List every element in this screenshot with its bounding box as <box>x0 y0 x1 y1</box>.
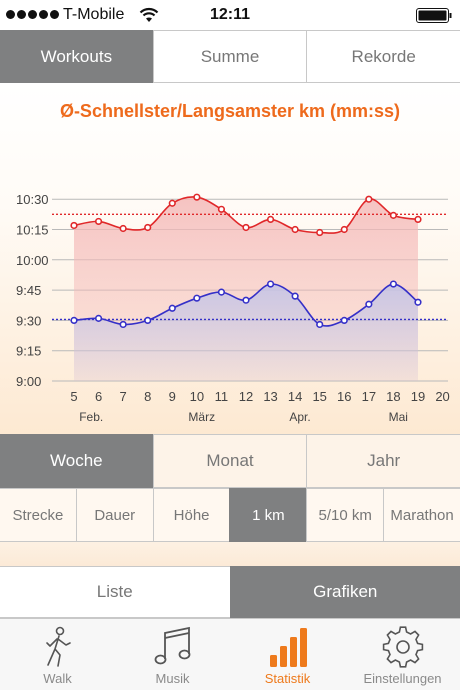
data-point <box>217 205 226 213</box>
data-point <box>316 228 324 237</box>
tab-marathon[interactable]: Marathon <box>383 488 460 542</box>
y-tick-label: 9:30 <box>16 313 41 328</box>
data-point <box>291 225 299 234</box>
y-tick-label: 10:00 <box>16 253 49 268</box>
data-point <box>70 316 78 324</box>
x-tick-label: 10 <box>190 389 204 404</box>
data-point <box>94 217 103 226</box>
tab-rekorde[interactable]: Rekorde <box>306 30 460 83</box>
data-point <box>242 223 250 232</box>
tab-bar-musik-label: Musik <box>155 671 190 686</box>
data-point <box>193 294 201 302</box>
clock: 12:11 <box>209 6 251 23</box>
series-area <box>74 283 418 381</box>
x-tick-label: 9 <box>169 389 176 404</box>
month-label: Feb. <box>79 410 103 424</box>
tab-bar-walk[interactable]: Walk <box>0 619 115 690</box>
data-point <box>70 221 78 230</box>
data-point <box>316 320 324 329</box>
tab-bar-walk-label: Walk <box>43 671 72 686</box>
data-point <box>144 316 152 324</box>
chart-title: Ø-Schnellster/Langsamster km (mm:ss) <box>59 101 401 121</box>
music-icon <box>154 626 190 665</box>
tab-summe[interactable]: Summe <box>152 30 307 83</box>
y-tick-label: 10:15 <box>16 223 49 238</box>
x-tick-label: 18 <box>386 389 400 404</box>
tab-jahr[interactable]: Jahr <box>306 434 460 488</box>
data-point <box>193 193 201 201</box>
x-tick-label: 13 <box>263 389 277 404</box>
y-tick-label: 9:45 <box>16 283 41 298</box>
y-tick-label: 10:30 <box>16 192 49 207</box>
month-label: Mai <box>389 410 408 424</box>
tab-hoehe[interactable]: Höhe <box>152 488 230 542</box>
top-tabs: Workouts Summe Rekorde <box>0 30 460 83</box>
data-point <box>389 280 398 288</box>
data-point <box>168 304 176 312</box>
data-point <box>365 195 373 203</box>
tab-monat[interactable]: Monat <box>152 434 307 488</box>
y-tick-label: 9:00 <box>16 374 41 389</box>
data-point <box>168 199 176 207</box>
data-point <box>291 292 299 300</box>
tab-liste[interactable]: Liste <box>0 566 230 618</box>
tab-dauer[interactable]: Dauer <box>75 488 153 542</box>
data-point <box>414 215 422 223</box>
x-tick-label: 15 <box>312 389 326 404</box>
view-tabs: Liste Grafiken <box>0 566 460 618</box>
data-point <box>340 316 348 324</box>
battery-icon <box>416 8 452 23</box>
month-label: Apr. <box>289 410 310 424</box>
x-tick-label: 17 <box>362 389 376 404</box>
tab-bar: Walk Musik Statistik Einstellungen <box>0 618 460 690</box>
x-tick-label: 20 <box>435 389 449 404</box>
x-tick-label: 5 <box>70 389 77 404</box>
pace-chart: 9:00 9:15 9:30 9:45 10:00 10:15 10:30 5 6 7 8 9 10 11… <box>16 192 450 424</box>
tab-bar-einstellungen[interactable]: Einstellungen <box>345 619 460 690</box>
data-point <box>266 215 275 223</box>
signal-strength-icon <box>6 10 59 19</box>
status-bar: T-Mobile 12:11 <box>0 0 460 30</box>
x-tick-label: 14 <box>288 389 302 404</box>
x-tick-label: 7 <box>120 389 127 404</box>
walk-icon <box>45 626 71 667</box>
x-tick-label: 11 <box>215 389 229 404</box>
tab-workouts[interactable]: Workouts <box>0 30 153 83</box>
tab-bar-musik[interactable]: Musik <box>115 619 230 690</box>
statistics-icon <box>269 628 307 667</box>
tab-woche[interactable]: Woche <box>0 434 153 488</box>
data-point <box>119 320 127 329</box>
x-tick-label: 16 <box>337 389 351 404</box>
data-point <box>365 300 373 308</box>
settings-gear-icon <box>382 626 423 668</box>
tab-bar-statistik-label: Statistik <box>264 671 311 686</box>
data-point <box>217 288 226 296</box>
separator-band <box>0 542 460 566</box>
data-point <box>242 296 250 304</box>
chart-panel: Ø-Schnellster/Langsamster km (mm:ss) 9:0… <box>0 83 460 434</box>
tab-5-10km[interactable]: 5/10 km <box>306 488 384 542</box>
tab-1km[interactable]: 1 km <box>229 488 307 542</box>
x-tick-label: 19 <box>411 389 425 404</box>
period-tabs: Woche Monat Jahr <box>0 434 460 488</box>
tab-grafiken[interactable]: Grafiken <box>229 566 460 618</box>
data-point <box>119 224 127 233</box>
tab-bar-statistik[interactable]: Statistik <box>230 619 345 690</box>
x-tick-label: 12 <box>239 389 253 404</box>
data-point <box>414 298 422 306</box>
y-tick-label: 9:15 <box>16 344 41 359</box>
data-point <box>94 314 103 322</box>
carrier-name: T-Mobile <box>63 6 125 23</box>
distance-tabs: Strecke Dauer Höhe 1 km 5/10 km Marathon <box>0 488 460 542</box>
tab-bar-einstellungen-label: Einstellungen <box>363 671 442 686</box>
month-label: März <box>188 410 215 424</box>
data-point <box>389 211 398 219</box>
x-tick-label: 6 <box>95 389 102 404</box>
data-point <box>266 280 275 288</box>
x-tick-label: 8 <box>144 389 151 404</box>
data-point <box>144 223 152 232</box>
data-point <box>340 225 348 234</box>
tab-strecke[interactable]: Strecke <box>0 488 76 542</box>
wifi-icon <box>139 7 159 22</box>
